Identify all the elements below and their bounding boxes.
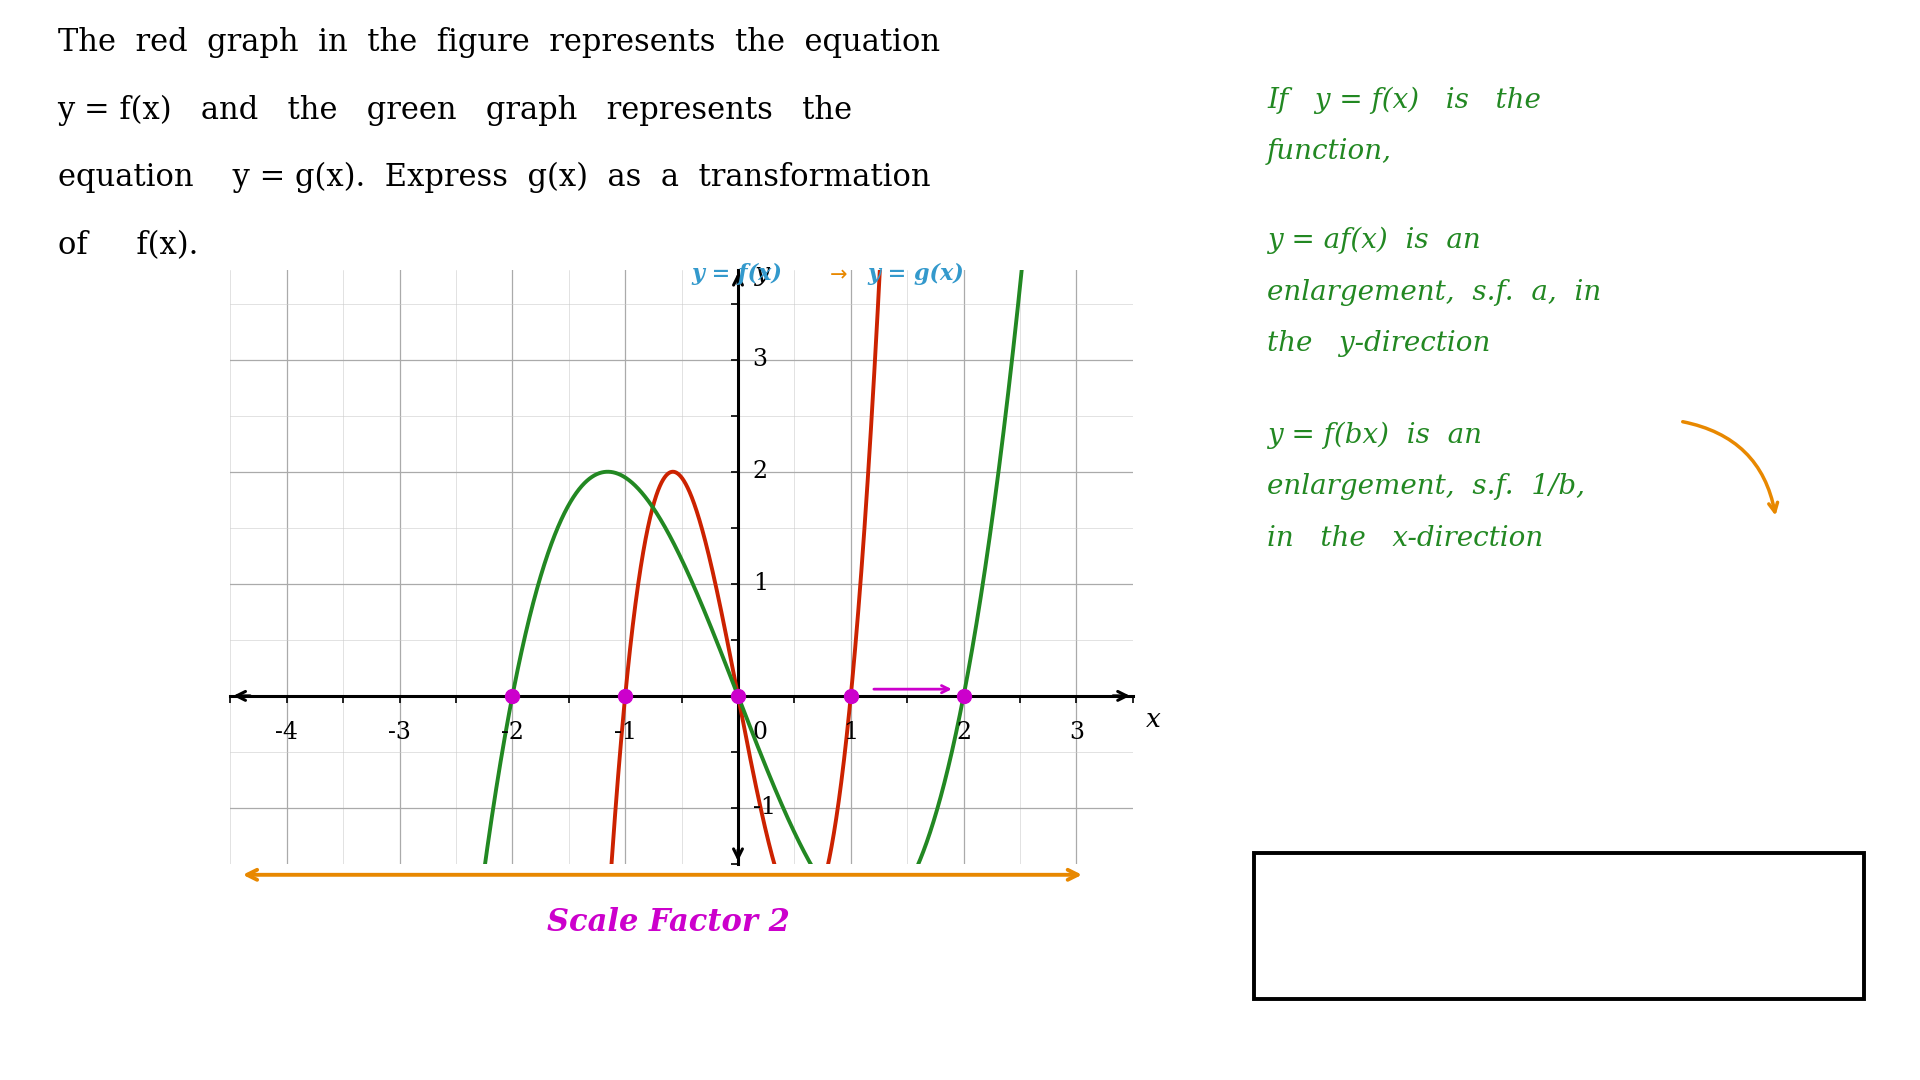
Text: enlargement,  s.f.  1/b,: enlargement, s.f. 1/b, (1267, 473, 1586, 500)
Text: 3: 3 (1069, 720, 1085, 743)
Text: -2: -2 (501, 720, 524, 743)
Text: x: x (1146, 707, 1162, 732)
Text: 2: 2 (1546, 891, 1563, 918)
Text: -1: -1 (753, 796, 776, 820)
Text: →: → (829, 266, 847, 286)
Text: 2: 2 (753, 460, 768, 483)
Text: y = f(x): y = f(x) (691, 262, 781, 284)
Text: -3: -3 (388, 720, 411, 743)
Text: y = af(x)  is  an: y = af(x) is an (1267, 227, 1480, 254)
Text: -4: -4 (275, 720, 298, 743)
Text: enlargement,  s.f.  a,  in: enlargement, s.f. a, in (1267, 279, 1601, 306)
Text: y: y (755, 261, 770, 286)
Text: If   y = f(x)   is   the: If y = f(x) is the (1267, 86, 1542, 113)
Text: 1: 1 (843, 720, 858, 743)
Text: y = f(x)   and   the   green   graph   represents   the: y = f(x) and the green graph represents … (58, 95, 852, 126)
Text: 1: 1 (753, 572, 768, 595)
Text: ( x/: ( x/ (1463, 877, 1517, 909)
Text: the   y-direction: the y-direction (1267, 330, 1490, 357)
Text: of     f(x).: of f(x). (58, 230, 198, 261)
Text: 3: 3 (753, 348, 768, 372)
Text: Scale Factor 2: Scale Factor 2 (547, 907, 789, 939)
Text: in   the   x-direction: in the x-direction (1267, 525, 1544, 552)
Text: y = f(bx)  is  an: y = f(bx) is an (1267, 421, 1482, 448)
Text: g(x) = f: g(x) = f (1277, 877, 1405, 909)
Text: function,: function, (1267, 138, 1392, 165)
Text: 2: 2 (956, 720, 972, 743)
Text: equation    y = g(x).  Express  g(x)  as  a  transformation: equation y = g(x). Express g(x) as a tra… (58, 162, 929, 193)
Text: -1: -1 (614, 720, 637, 743)
Text: The  red  graph  in  the  figure  represents  the  equation: The red graph in the figure represents t… (58, 27, 939, 58)
Text: y = g(x): y = g(x) (868, 262, 964, 284)
Text: ): ) (1574, 877, 1597, 909)
Text: 0: 0 (753, 720, 768, 743)
